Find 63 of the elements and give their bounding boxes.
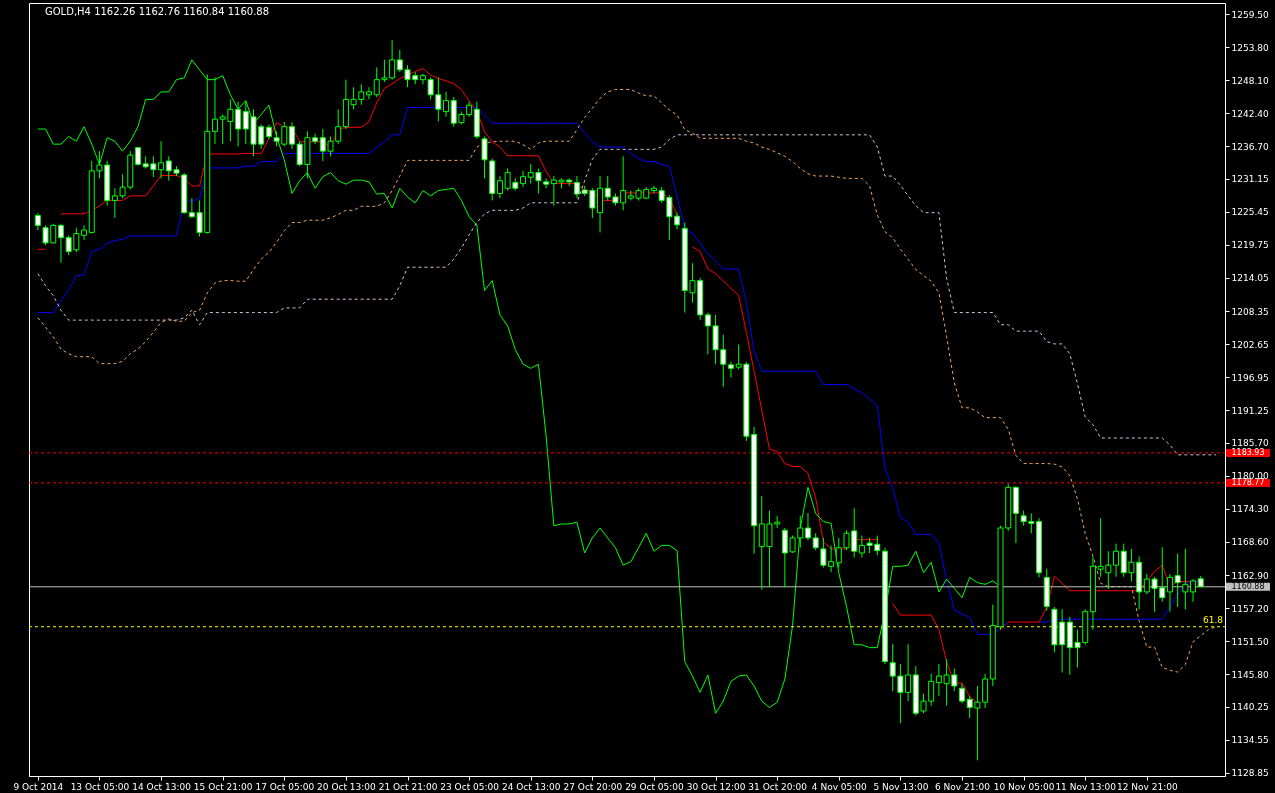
candlestick: [288, 121, 295, 150]
candlestick: [366, 86, 373, 100]
y-tick-label: 1168.60: [1231, 537, 1269, 548]
x-tick-label: 23 Oct 05:00: [440, 781, 500, 792]
x-tick-label: 15 Oct 21:00: [193, 781, 253, 792]
y-tick-label: 1202.65: [1231, 339, 1269, 350]
x-tick-label: 27 Oct 20:00: [563, 781, 623, 792]
y-tick-label: 1214.05: [1231, 273, 1269, 284]
y-tick-label: 1145.80: [1231, 669, 1269, 680]
y-tick-label: 1231.15: [1231, 174, 1269, 185]
y-tick-label: 1185.70: [1231, 438, 1269, 449]
candlestick: [443, 91, 450, 118]
y-tick-label: 1253.80: [1231, 42, 1269, 53]
candlestick: [727, 361, 734, 379]
candlestick: [211, 76, 218, 145]
x-tick-label: 10 Nov 05:00: [993, 781, 1055, 792]
candlestick: [804, 512, 811, 541]
x-tick-label: 9 Oct 2014: [13, 781, 64, 792]
candlestick: [650, 185, 657, 194]
ref-line-label: 1160.88: [1231, 581, 1265, 591]
x-tick-label: 4 Nov 05:00: [811, 781, 868, 792]
x-tick-label: 30 Oct 12:00: [686, 781, 746, 792]
candlestick: [1113, 543, 1120, 578]
candlestick: [1190, 578, 1197, 603]
y-tick-label: 1236.70: [1231, 141, 1269, 152]
x-tick-label: 12 Nov 21:00: [1116, 781, 1178, 792]
y-tick-label: 1225.45: [1231, 207, 1269, 218]
ref-line-label: 1183.93: [1231, 447, 1265, 457]
y-tick-label: 1248.10: [1231, 75, 1269, 86]
candlestick: [481, 136, 488, 179]
chart-title: GOLD,H4 1162.26 1162.76 1160.84 1160.88: [45, 6, 270, 17]
x-tick-label: 6 Nov 21:00: [935, 781, 991, 792]
candlestick: [520, 170, 527, 188]
y-tick-label: 1140.25: [1231, 702, 1269, 713]
line-series: [37, 134, 1217, 456]
candlestick: [543, 177, 550, 189]
candlestick: [57, 223, 64, 264]
y-tick-label: 1196.95: [1231, 372, 1269, 383]
x-tick-label: 20 Oct 13:00: [317, 781, 377, 792]
y-tick-label: 1191.25: [1231, 405, 1269, 416]
y-tick-label: 1219.75: [1231, 240, 1269, 251]
y-tick-label: 1157.20: [1231, 603, 1269, 614]
y-tick-label: 1151.50: [1231, 636, 1269, 647]
x-tick-label: 31 Oct 20:00: [748, 781, 808, 792]
x-tick-label: 14 Oct 13:00: [132, 781, 192, 792]
x-tick-label: 24 Oct 13:00: [501, 781, 561, 792]
y-tick-label: 1242.40: [1231, 108, 1269, 119]
annotation: 61.8: [1202, 614, 1224, 625]
y-tick-label: 1259.50: [1231, 9, 1269, 20]
y-tick-label: 1128.85: [1231, 768, 1269, 779]
x-tick-label: 17 Oct 05:00: [255, 781, 315, 792]
candlestick: [134, 146, 141, 167]
x-tick-label: 11 Nov 13:00: [1055, 781, 1117, 792]
x-tick-label: 13 Oct 05:00: [70, 781, 130, 792]
y-tick-label: 1174.30: [1231, 504, 1269, 515]
y-tick-label: 1162.90: [1231, 570, 1269, 581]
candlestick: [1182, 548, 1189, 610]
y-tick-label: 1208.35: [1231, 306, 1269, 317]
y-tick-label: 1134.55: [1231, 735, 1269, 746]
candlestick: [959, 683, 966, 704]
x-tick-label: 29 Oct 05:00: [625, 781, 685, 792]
x-tick-label: 21 Oct 21:00: [378, 781, 438, 792]
x-tick-label: 5 Nov 13:00: [873, 781, 929, 792]
